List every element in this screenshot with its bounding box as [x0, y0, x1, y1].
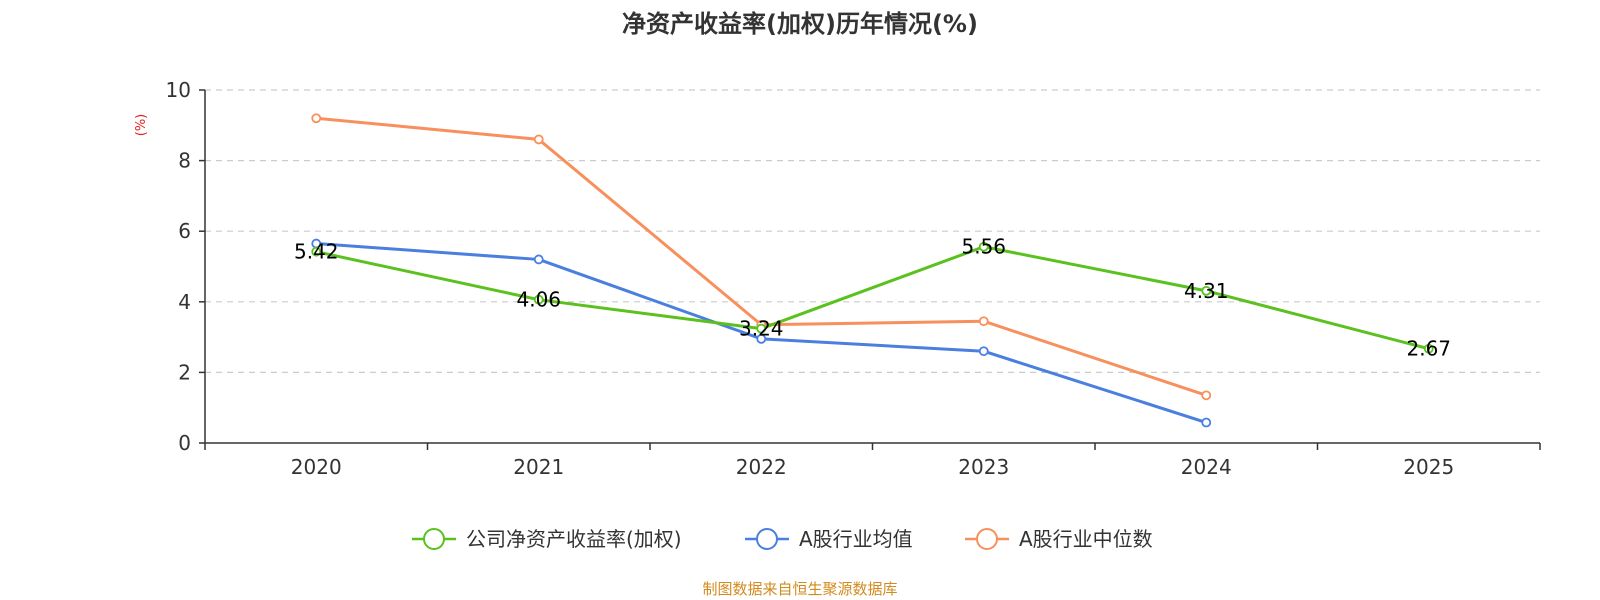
- data-label: 5.42: [294, 240, 339, 264]
- series-1-point[interactable]: [978, 346, 989, 357]
- y-tick-label: 4: [178, 290, 191, 314]
- series-2-point[interactable]: [1201, 390, 1212, 401]
- legend-label: 公司净资产收益率(加权): [466, 527, 682, 551]
- series-2-point[interactable]: [311, 113, 322, 124]
- series-1-point[interactable]: [1201, 417, 1212, 428]
- y-tick-label: 8: [178, 149, 191, 173]
- series-1-point[interactable]: [756, 333, 767, 344]
- grid-lines: [205, 89, 1540, 373]
- legend-label: A股行业中位数: [1019, 527, 1153, 551]
- series-2-point[interactable]: [978, 316, 989, 327]
- series-0-point[interactable]: [1423, 343, 1434, 354]
- legend: 公司净资产收益率(加权) A股行业均值 A股行业中位数: [412, 527, 1153, 551]
- legend-marker: [976, 528, 998, 550]
- y-axis-unit: (%): [134, 114, 149, 137]
- y-tick-label: 10: [166, 78, 191, 102]
- y-tick-label: 6: [178, 219, 191, 243]
- series-line-2: [316, 116, 1207, 397]
- data-label: 4.06: [516, 288, 561, 312]
- data-label: 5.56: [961, 235, 1006, 259]
- x-tick-label: 2025: [1403, 455, 1454, 479]
- chart-title: 净资产收益率(加权)历年情况(%): [622, 10, 978, 38]
- data-label: 3.24: [739, 317, 784, 341]
- series-0-point[interactable]: [533, 294, 544, 305]
- data-labels: 5.42 4.06 3.24 5.56 4.31 2.67: [294, 235, 1451, 361]
- legend-marker: [756, 528, 778, 550]
- legend-item-1[interactable]: A股行业均值: [745, 527, 913, 551]
- y-tick-label: 0: [178, 431, 191, 455]
- series-2-point[interactable]: [533, 134, 544, 145]
- x-tick-label: 2024: [1181, 455, 1232, 479]
- x-tick-label: 2020: [291, 455, 342, 479]
- data-label: 2.67: [1406, 337, 1451, 361]
- data-label: 4.31: [1184, 279, 1229, 303]
- series-lines: [311, 113, 1434, 428]
- x-tick-label: 2021: [513, 455, 564, 479]
- series-0-point[interactable]: [756, 323, 767, 334]
- legend-label: A股行业均值: [799, 527, 913, 551]
- series-1-point[interactable]: [533, 254, 544, 265]
- series-0-point[interactable]: [1201, 285, 1212, 296]
- series-line-0: [315, 245, 1430, 351]
- legend-marker: [423, 528, 445, 550]
- series-0-point[interactable]: [978, 241, 989, 252]
- x-tick-label: 2023: [958, 455, 1009, 479]
- legend-item-0[interactable]: 公司净资产收益率(加权): [412, 527, 682, 551]
- source-note: 制图数据来自恒生聚源数据库: [702, 580, 897, 598]
- y-tick-label: 2: [178, 360, 191, 384]
- series-0-point[interactable]: [311, 246, 322, 257]
- x-tick-label: 2022: [736, 455, 787, 479]
- legend-item-2[interactable]: A股行业中位数: [965, 527, 1153, 551]
- axes: 0 2 4 6 8 10 2020 2021 2022 2023 2024 2025: [166, 78, 1541, 479]
